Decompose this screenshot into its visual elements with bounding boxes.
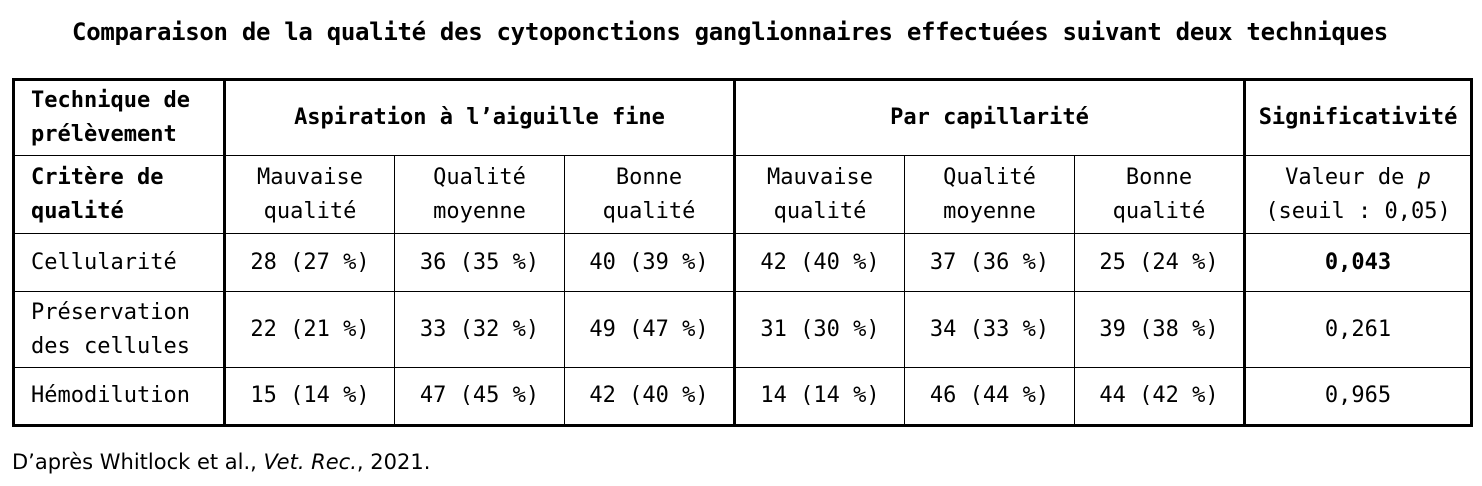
table-cell: 46 (44 %) <box>904 367 1075 427</box>
row-criterion: Cellularité <box>12 233 226 292</box>
p-value-cell: 0,965 <box>1244 367 1474 427</box>
col-header-3-line2: qualité <box>602 198 696 224</box>
critere-label-line1: Critère de <box>31 164 164 190</box>
table-cell: 34 (33 %) <box>904 291 1075 368</box>
table-cell: 14 (14 %) <box>734 367 905 427</box>
header-row: Technique de prélèvement Aspiration à l’… <box>12 78 1474 156</box>
col-header-3: Bonne qualité <box>564 155 736 234</box>
p-value-cell: 0,261 <box>1244 291 1474 368</box>
p-symbol: p <box>1417 164 1431 190</box>
data-table: Technique de prélèvement Aspiration à l’… <box>12 78 1474 427</box>
col-header-6-line1: Bonne <box>1125 164 1193 190</box>
table-cell: 42 (40 %) <box>734 233 905 292</box>
p-value-header: Valeur de p (seuil : 0,05) <box>1244 155 1474 234</box>
col-header-2-line1: Qualité <box>433 164 526 190</box>
technique-label-line1: Technique de <box>31 88 190 113</box>
signif-header: Significativité <box>1244 78 1474 156</box>
col-header-2: Qualité moyenne <box>394 155 565 234</box>
source-prefix: D’après Whitlock et al., <box>12 450 264 474</box>
table-cell: 33 (32 %) <box>394 291 565 368</box>
table-row: Préservation des cellules 22 (21 %) 33 (… <box>12 291 1474 368</box>
col-header-1-line1: Mauvaise <box>257 164 363 190</box>
group-header-aspiration: Aspiration à l’aiguille fine <box>224 78 736 156</box>
source-citation: D’après Whitlock et al., Vet. Rec., 2021… <box>12 450 430 474</box>
table-cell: 31 (30 %) <box>734 291 905 368</box>
table-cell: 28 (27 %) <box>224 233 395 292</box>
col-header-2-line2: moyenne <box>433 198 526 224</box>
p-label-line1: Valeur de p <box>1252 161 1464 195</box>
col-header-5: Qualité moyenne <box>904 155 1075 234</box>
source-journal: Vet. Rec. <box>263 450 357 474</box>
subheader-row: Critère de qualité Mauvaise qualité Quali… <box>12 155 1474 234</box>
row-criterion: Préservation des cellules <box>12 291 226 368</box>
col-header-4: Mauvaise qualité <box>734 155 905 234</box>
table-title: Comparaison de la qualité des cytoponcti… <box>72 18 1388 46</box>
table-row: Cellularité 28 (27 %) 36 (35 %) 40 (39 %… <box>12 233 1474 292</box>
table-cell: 15 (14 %) <box>224 367 395 427</box>
row-criterion: Hémodilution <box>12 367 226 427</box>
table-cell: 42 (40 %) <box>564 367 736 427</box>
technique-label-line2: prélèvement <box>31 122 177 147</box>
row-criterion-line1: Préservation <box>31 299 190 325</box>
p-label-line2: (seuil : 0,05) <box>1265 198 1451 224</box>
table-cell: 39 (38 %) <box>1073 291 1247 368</box>
col-header-5-line2: moyenne <box>943 198 1036 224</box>
table-cell: 37 (36 %) <box>904 233 1075 292</box>
source-suffix: , 2021. <box>356 450 431 474</box>
col-header-4-line2: qualité <box>773 198 867 224</box>
critere-header: Critère de qualité <box>12 155 226 234</box>
col-header-4-line1: Mauvaise <box>767 164 873 190</box>
table-cell: 25 (24 %) <box>1073 233 1247 292</box>
critere-label-line2: qualité <box>31 198 124 224</box>
col-header-1: Mauvaise qualité <box>224 155 395 234</box>
col-header-3-line1: Bonne <box>615 164 683 190</box>
table-cell: 47 (45 %) <box>394 367 565 427</box>
col-header-1-line2: qualité <box>263 198 357 224</box>
table-cell: 22 (21 %) <box>224 291 395 368</box>
col-header-6-line2: qualité <box>1112 198 1206 224</box>
group-header-capillarite: Par capillarité <box>733 78 1247 156</box>
table-cell: 36 (35 %) <box>394 233 565 292</box>
p-value-cell: 0,043 <box>1244 233 1474 292</box>
col-header-6: Bonne qualité <box>1073 155 1247 234</box>
table-row: Hémodilution 15 (14 %) 47 (45 %) 42 (40 … <box>12 367 1474 427</box>
table-cell: 40 (39 %) <box>564 233 736 292</box>
p-label-text: Valeur de <box>1285 164 1418 190</box>
technique-header: Technique de prélèvement <box>12 78 226 156</box>
table-cell: 44 (42 %) <box>1073 367 1247 427</box>
col-header-5-line1: Qualité <box>943 164 1036 190</box>
row-criterion-line2: des cellules <box>31 333 190 359</box>
table-cell: 49 (47 %) <box>564 291 736 368</box>
